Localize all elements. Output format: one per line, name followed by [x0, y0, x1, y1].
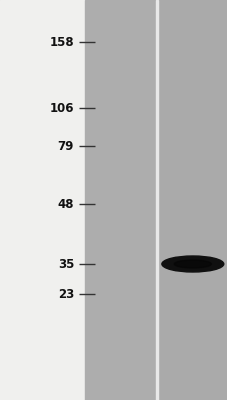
Bar — [155, 0, 157, 400]
Text: 158: 158 — [49, 36, 74, 48]
Ellipse shape — [161, 256, 223, 272]
Bar — [157, 0, 227, 400]
Ellipse shape — [173, 260, 210, 268]
Text: 23: 23 — [58, 288, 74, 300]
Text: 48: 48 — [57, 198, 74, 210]
Text: 106: 106 — [49, 102, 74, 114]
Text: 79: 79 — [57, 140, 74, 152]
Bar — [85, 0, 155, 400]
Bar — [0, 0, 85, 400]
Text: 35: 35 — [57, 258, 74, 270]
